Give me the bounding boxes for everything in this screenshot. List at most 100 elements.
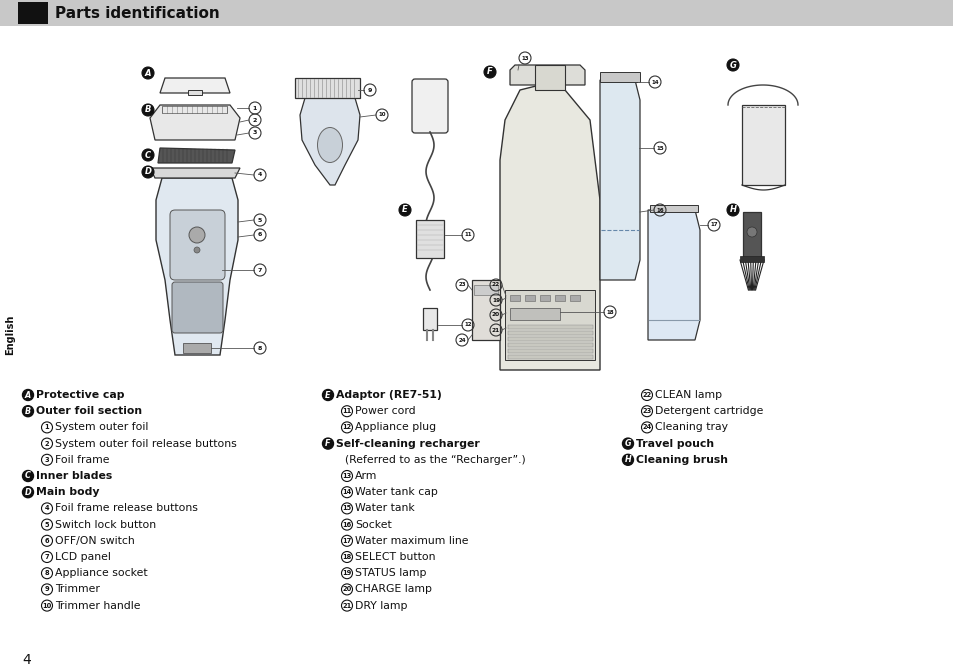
Bar (649, 205, 698, 212)
Text: 15: 15 (342, 505, 352, 511)
Text: 20: 20 (342, 586, 352, 592)
Bar (507, 355, 593, 359)
Text: F: F (325, 439, 331, 448)
Circle shape (622, 438, 633, 449)
Bar (507, 343, 593, 347)
Circle shape (746, 227, 757, 237)
Bar (510, 308, 559, 320)
Bar (294, 78, 359, 98)
Text: English: English (5, 315, 15, 355)
Circle shape (622, 454, 633, 465)
Circle shape (23, 486, 33, 498)
Text: Travel pouch: Travel pouch (636, 439, 714, 449)
Text: 3: 3 (253, 130, 257, 136)
Text: 21: 21 (492, 327, 499, 333)
Bar (18, 2, 48, 24)
Text: B: B (25, 407, 31, 416)
Bar (188, 90, 202, 95)
Text: Socket: Socket (355, 519, 392, 529)
Text: B: B (145, 105, 151, 115)
Bar (507, 349, 593, 353)
Polygon shape (499, 85, 599, 370)
Text: 1: 1 (45, 424, 50, 430)
Text: 7: 7 (45, 554, 50, 560)
Bar (472, 280, 499, 340)
Circle shape (726, 59, 739, 71)
Text: Foil frame release buttons: Foil frame release buttons (55, 503, 197, 513)
Text: A: A (145, 68, 152, 77)
FancyBboxPatch shape (172, 282, 223, 333)
Text: Water maximum line: Water maximum line (355, 536, 468, 546)
Polygon shape (150, 168, 240, 178)
Polygon shape (299, 98, 359, 185)
Text: LCD panel: LCD panel (55, 552, 111, 562)
Circle shape (193, 247, 200, 253)
Bar (539, 295, 550, 301)
Circle shape (142, 166, 153, 178)
Bar (0, 0, 953, 26)
Text: E: E (325, 391, 331, 399)
Polygon shape (741, 105, 784, 185)
Text: D: D (25, 488, 31, 497)
Bar (599, 72, 639, 82)
Text: 19: 19 (492, 297, 499, 303)
FancyBboxPatch shape (412, 79, 448, 133)
Text: (Referred to as the “Recharger”.): (Referred to as the “Recharger”.) (345, 455, 525, 465)
Text: STATUS lamp: STATUS lamp (355, 568, 426, 578)
Circle shape (142, 67, 153, 79)
Circle shape (483, 66, 496, 78)
Text: 3: 3 (45, 457, 50, 463)
Text: 19: 19 (342, 570, 352, 576)
Text: 2: 2 (253, 117, 257, 123)
FancyBboxPatch shape (170, 210, 225, 280)
Circle shape (189, 227, 205, 243)
Text: 6: 6 (257, 232, 262, 238)
Bar (524, 295, 535, 301)
Text: Trimmer handle: Trimmer handle (55, 601, 140, 611)
Text: 11: 11 (464, 232, 471, 238)
Text: 17: 17 (709, 223, 717, 227)
Text: E: E (402, 205, 408, 215)
Ellipse shape (317, 127, 342, 162)
Text: Detergent cartridge: Detergent cartridge (655, 406, 762, 416)
Bar (535, 65, 564, 90)
Text: 16: 16 (342, 521, 352, 527)
Text: 1: 1 (253, 105, 257, 111)
Text: Power cord: Power cord (355, 406, 416, 416)
Circle shape (23, 406, 33, 417)
Polygon shape (647, 210, 700, 340)
Polygon shape (510, 65, 584, 85)
Text: 24: 24 (641, 424, 651, 430)
Text: Protective cap: Protective cap (36, 390, 125, 400)
Text: Trimmer: Trimmer (55, 584, 100, 595)
Text: G: G (729, 60, 736, 70)
Text: System outer foil: System outer foil (55, 423, 149, 432)
Text: 14: 14 (651, 79, 659, 85)
Text: 9: 9 (45, 586, 50, 592)
Circle shape (322, 389, 334, 401)
Text: System outer foil release buttons: System outer foil release buttons (55, 439, 236, 449)
Bar (507, 325, 593, 329)
Text: C: C (145, 150, 151, 160)
Text: 5: 5 (45, 521, 50, 527)
Circle shape (322, 438, 334, 449)
Text: 5: 5 (257, 217, 262, 223)
Text: Appliance socket: Appliance socket (55, 568, 148, 578)
Text: 18: 18 (342, 554, 352, 560)
Text: 12: 12 (464, 323, 471, 327)
Bar (507, 331, 593, 335)
Circle shape (142, 104, 153, 116)
Text: Water tank cap: Water tank cap (355, 487, 437, 497)
Bar (742, 212, 760, 260)
Text: A: A (25, 391, 31, 399)
Polygon shape (156, 178, 237, 355)
Bar (507, 337, 593, 341)
Text: 10: 10 (42, 603, 51, 609)
Bar (510, 295, 519, 301)
Text: 22: 22 (492, 282, 499, 287)
Text: Switch lock button: Switch lock button (55, 519, 156, 529)
Bar (474, 285, 497, 295)
Bar (416, 220, 443, 258)
Text: 8: 8 (257, 346, 262, 350)
Text: 11: 11 (342, 408, 352, 414)
